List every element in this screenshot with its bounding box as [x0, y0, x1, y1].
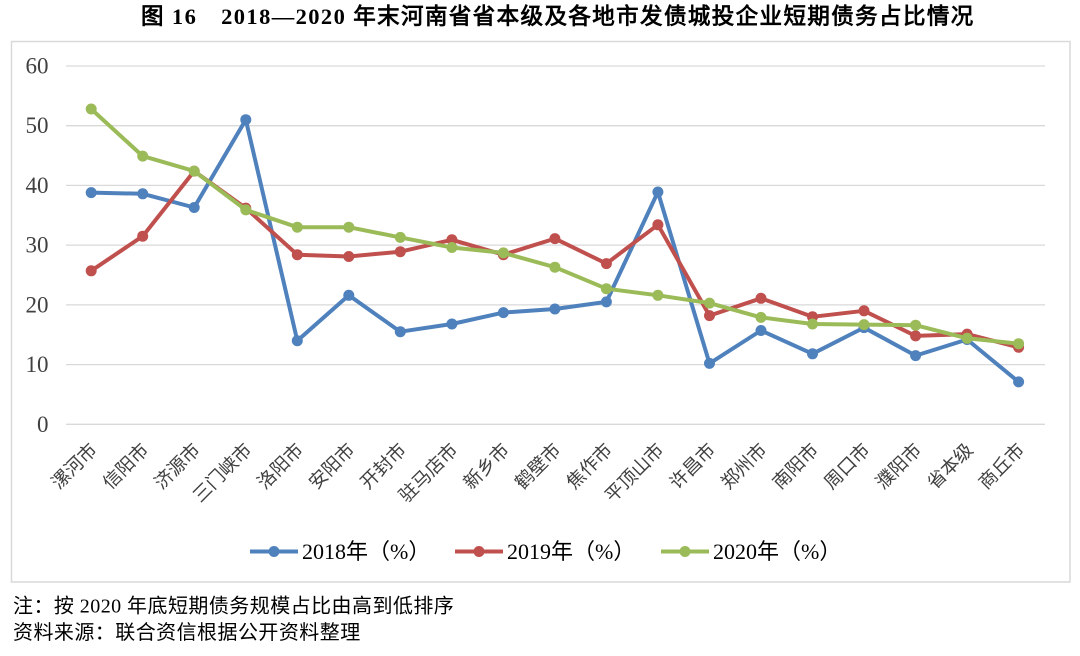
svg-text:40: 40 [26, 173, 49, 198]
svg-text:注：按 2020 年底短期债务规模占比由高到低排序: 注：按 2020 年底短期债务规模占比由高到低排序 [13, 595, 454, 618]
svg-text:20: 20 [26, 292, 49, 317]
svg-text:30: 30 [26, 233, 49, 258]
svg-text:60: 60 [26, 54, 49, 79]
svg-text:2020年（%）: 2020年（%） [713, 539, 841, 564]
svg-text:0: 0 [37, 412, 49, 437]
svg-text:2018年（%）: 2018年（%） [302, 539, 430, 564]
svg-text:资料来源：联合资信根据公开资料整理: 资料来源：联合资信根据公开资料整理 [13, 621, 361, 644]
svg-text:10: 10 [26, 352, 49, 377]
svg-text:2019年（%）: 2019年（%） [507, 539, 635, 564]
svg-text:50: 50 [26, 113, 49, 138]
svg-text:图 16 2018—2020 年末河南省省本级及各地市发债城: 图 16 2018—2020 年末河南省省本级及各地市发债城投企业短期债务占比情… [141, 3, 975, 29]
